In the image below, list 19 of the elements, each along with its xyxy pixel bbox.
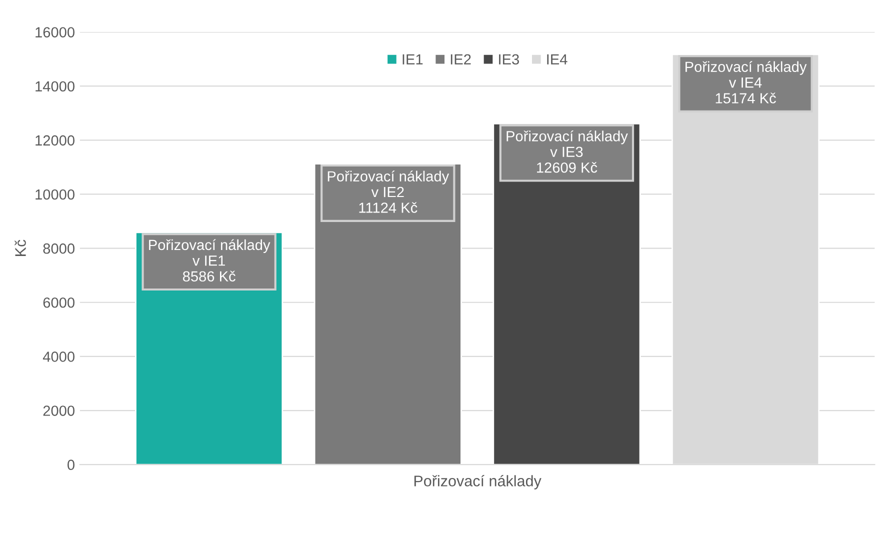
legend-label: IE2 — [450, 54, 471, 64]
data-label: Pořizovací náklady v IE1 8586 Kč — [149, 239, 270, 282]
y-axis-title: Kč — [14, 240, 26, 256]
legend-label: IE3 — [499, 54, 519, 65]
y-tick-label: 12000 — [36, 135, 74, 146]
y-tick-label: 2000 — [43, 406, 74, 416]
y-tick-label: 8000 — [43, 243, 74, 254]
y-tick-label: 6000 — [43, 297, 74, 308]
y-tick-label: 16000 — [36, 27, 74, 38]
y-tick-label: 14000 — [36, 81, 74, 92]
data-label: Pořizovací náklady v IE2 11124 Kč — [328, 170, 450, 213]
legend-label: IE4 — [547, 54, 568, 64]
data-label: Pořizovací náklady v IE4 15174 Kč — [686, 61, 807, 104]
y-tick-label: 4000 — [42, 352, 74, 362]
y-tick-label: 0 — [68, 460, 74, 470]
data-label: Pořizovací náklady v IE3 12609 Kč — [506, 130, 628, 173]
x-axis-title: Pořizovací náklady — [414, 474, 542, 490]
legend-label: IE1 — [402, 54, 423, 64]
y-tick-label: 10000 — [36, 189, 74, 200]
